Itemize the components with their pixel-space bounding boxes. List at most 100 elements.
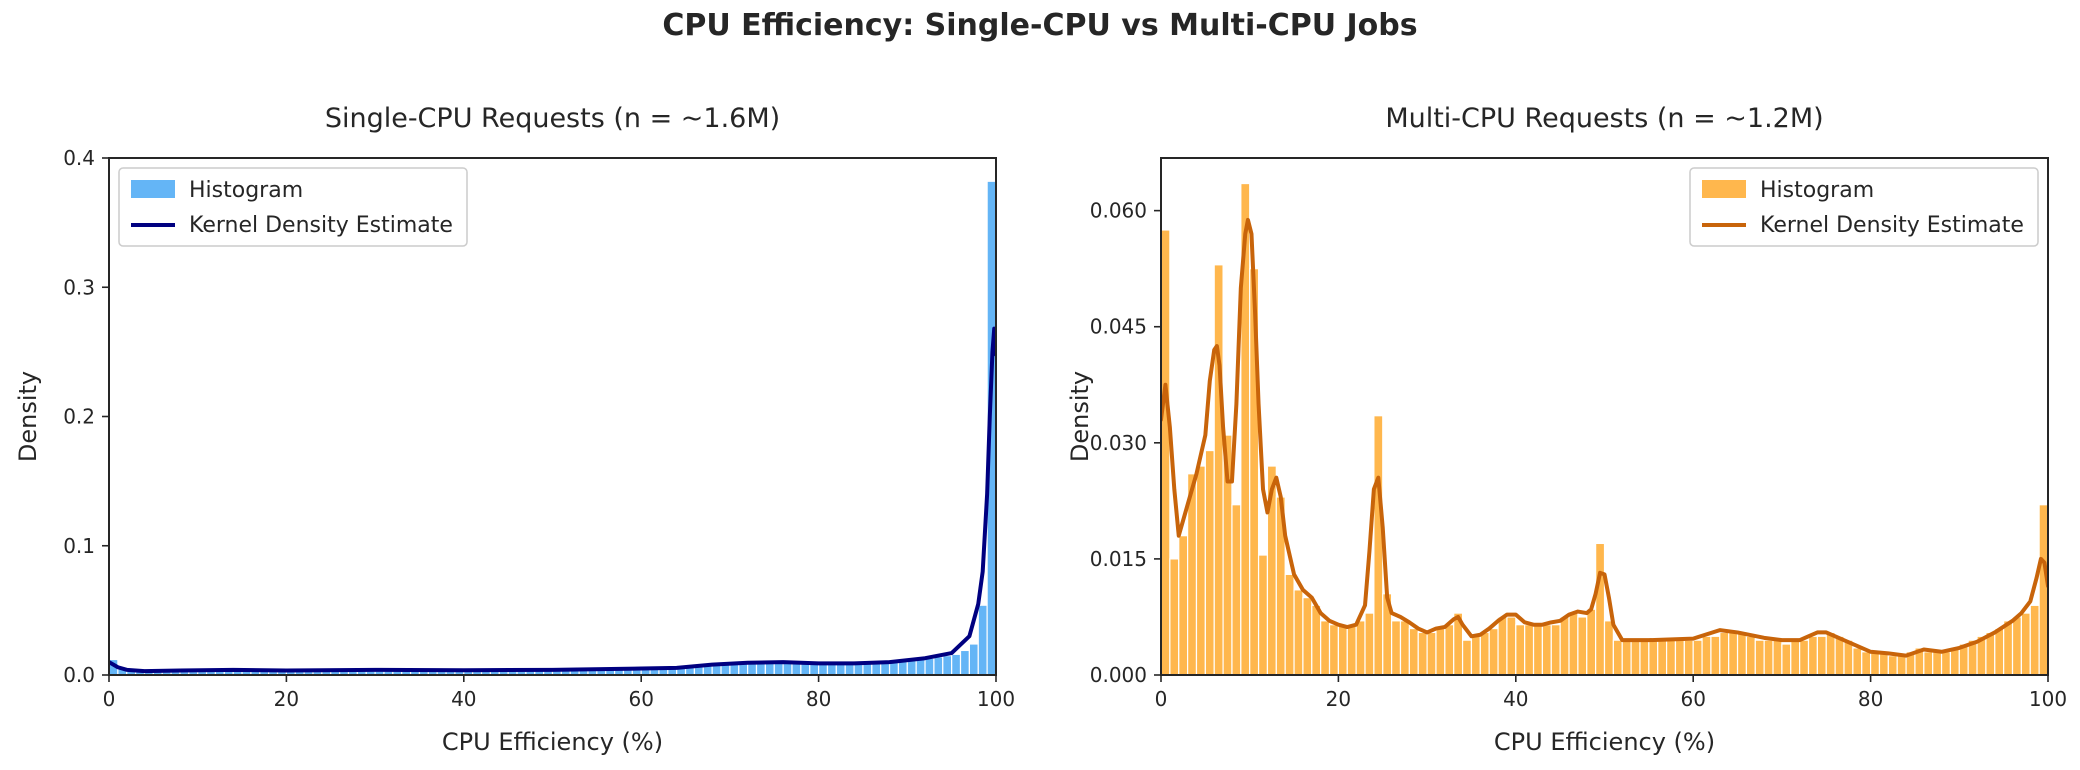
multi-histogram [1161,182,2048,675]
histogram-bar [720,664,731,675]
legend-kde-label: Kernel Density Estimate [1760,213,2024,238]
histogram-bar [1328,624,1340,675]
x-tick-label: 60 [1680,687,1705,711]
histogram-bar [1444,624,1455,675]
histogram-bar [951,653,962,675]
histogram-bar [1852,647,1863,675]
multi-panel: 0 20 40 60 80 100 0.000 0.015 0.030 0.045 0.060 Mul… [1066,103,2067,756]
histogram-bar [1161,229,1171,675]
histogram-bar [1417,631,1428,675]
histogram-bar [1940,651,1952,675]
legend-histogram-label: Histogram [189,178,303,203]
histogram-bar [1719,631,1730,675]
multi-panel-title: Multi-CPU Requests (n = ~1.2M) [1385,103,1823,134]
histogram-bar [1603,620,1614,675]
histogram-bar [1665,639,1677,675]
x-tick-label: 100 [977,687,1015,711]
histogram-bar [1630,639,1641,675]
histogram-bar [915,658,926,675]
histogram-bar [1728,631,1739,675]
histogram-bar [1479,631,1490,675]
legend-histogram-swatch [131,180,175,198]
single-legend: Histogram Kernel Density Estimate [118,167,468,247]
histogram-bar [1506,616,1517,675]
histogram-bar [1231,504,1242,675]
histogram-bar [1861,651,1872,675]
histogram-bar [1195,465,1206,675]
histogram-bar [1736,631,1748,675]
histogram-bar [1515,624,1526,675]
histogram-bar [1754,639,1765,675]
histogram-bar [1807,635,1818,675]
y-tick-label: 0.000 [1090,663,1147,687]
histogram-bar [1701,635,1712,675]
histogram-bar [1284,573,1295,675]
histogram-bar [862,662,873,675]
single-x-axis-label: CPU Efficiency (%) [442,728,663,756]
histogram-bar [1524,624,1535,675]
y-tick-label: 0.060 [1090,199,1147,223]
y-tick-label: 0.3 [63,275,95,299]
histogram-bar [1949,647,1960,675]
x-tick-label: 0 [1155,687,1168,711]
histogram-bar [1692,639,1703,675]
histogram-bar [1337,624,1348,675]
multi-x-axis-label: CPU Efficiency (%) [1494,728,1715,756]
x-tick-label: 0 [103,687,116,711]
histogram-bar [1985,631,1996,675]
multi-plot-frame [1160,157,2049,676]
histogram-bar [1408,627,1419,675]
kde-line [1161,217,2048,658]
y-tick-label: 0.2 [63,405,95,429]
legend-histogram-swatch [1702,180,1746,198]
histogram-bar [977,604,988,675]
histogram-bar [755,662,766,675]
histogram-bar [959,649,970,675]
histogram-bar [1825,631,1836,675]
histogram-bar [1994,627,2005,675]
histogram-bar [1648,639,1659,675]
histogram-bar [1426,631,1437,675]
histogram-bar [1674,639,1685,675]
x-tick-label: 80 [1858,687,1883,711]
histogram-bar [1497,616,1508,675]
histogram-bar [1391,620,1402,675]
histogram-bar [1816,635,1827,675]
histogram-bar [1435,627,1446,675]
legend-box [118,167,468,247]
kde-line [109,326,996,674]
histogram-bar [1559,616,1570,675]
histogram-bar [1790,639,1801,675]
histogram-bar [1878,651,1889,675]
histogram-bar [1834,635,1845,675]
histogram-bar [1577,616,1588,675]
x-tick-label: 20 [1326,687,1351,711]
histogram-bar [1373,415,1384,675]
histogram-bar [1470,635,1481,675]
histogram-bar [933,656,944,675]
histogram-bar [1488,627,1499,675]
histogram-bar [1293,589,1304,675]
histogram-bar [747,662,758,675]
histogram-bar [1612,639,1623,675]
histogram-bar [1586,608,1597,675]
histogram-bar [1781,643,1792,675]
histogram-bar [1869,651,1881,675]
histogram-bar [2020,612,2031,675]
histogram-bar [1595,542,1606,675]
histogram-bar [2038,504,2048,675]
histogram-bar [1799,639,1810,675]
histogram-bar [942,655,953,675]
histogram-bar [1896,655,1907,675]
histogram-bar [1364,612,1375,675]
y-tick-label: 0.030 [1090,431,1147,455]
histogram-bar [1204,449,1215,675]
histogram-bar [1550,624,1561,675]
x-tick-label: 60 [628,687,653,711]
histogram-bar [1932,651,1943,675]
histogram-bar [1887,655,1898,675]
x-tick-label: 20 [274,687,299,711]
histogram-bar [871,662,882,675]
